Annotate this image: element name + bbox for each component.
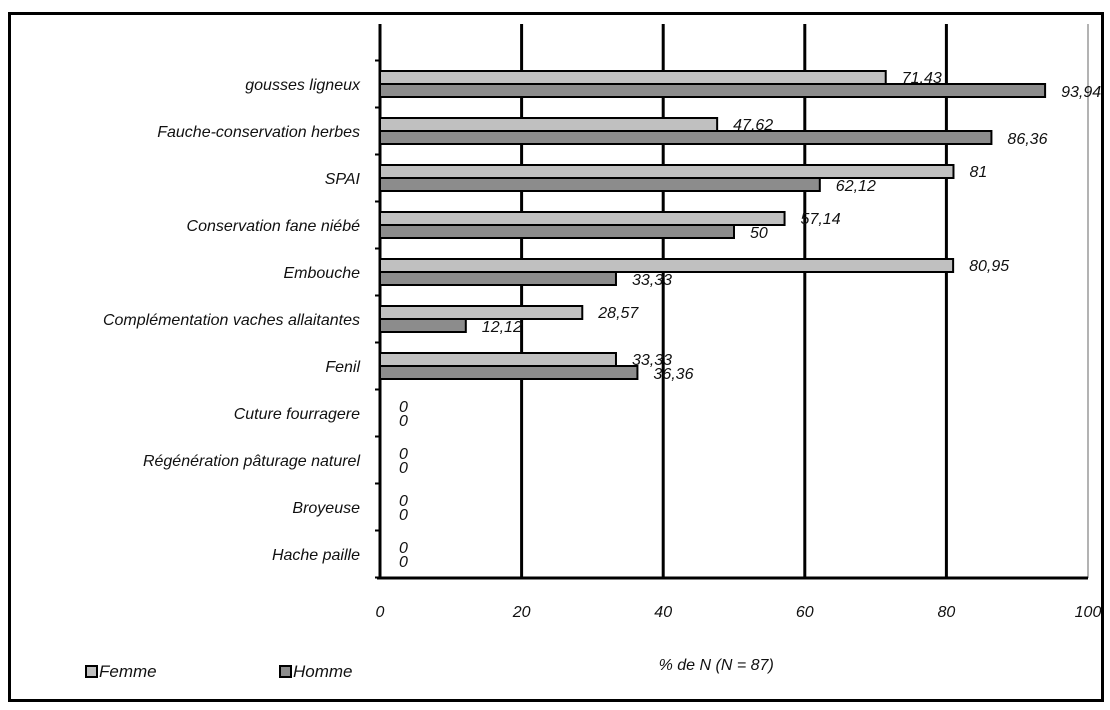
bar-femme-fauche-conservation-herbes — [379, 117, 719, 132]
category-label-complementation-vaches-allaitantes: Complémentation vaches allaitantes — [103, 312, 360, 329]
bar-femme-embouche — [379, 258, 955, 273]
category-label-regeneration-paturage-naturel: Régénération pâturage naturel — [143, 453, 360, 470]
x-tick-label: 0 — [376, 604, 385, 621]
value-label-femme-embouche: 80,95 — [969, 258, 1009, 275]
legend-label-homme: Homme — [293, 662, 353, 681]
value-label-femme-fauche-conservation-herbes: 47,62 — [733, 117, 773, 134]
category-label-cuture-fourragere: Cuture fourragere — [234, 406, 360, 423]
value-label-femme-conservation-fane-niebe: 57,14 — [801, 211, 841, 228]
category-label-spai: SPAI — [325, 171, 361, 188]
value-label-homme-complementation-vaches-allaitantes: 12,12 — [482, 319, 522, 336]
value-label-homme-hache-paille: 0 — [399, 554, 408, 571]
value-label-homme-gousses-ligneux: 93,94 — [1061, 84, 1101, 101]
value-label-femme-fenil: 33,33 — [632, 352, 672, 369]
value-label-homme-spai: 62,12 — [836, 178, 876, 195]
x-tick-label: 60 — [796, 604, 814, 621]
category-label-embouche: Embouche — [284, 265, 361, 282]
value-label-homme-broyeuse: 0 — [399, 507, 408, 524]
value-label-homme-fauche-conservation-herbes: 86,36 — [1007, 131, 1047, 148]
bar-femme-conservation-fane-niebe — [379, 211, 786, 226]
x-tick-label: 40 — [654, 604, 672, 621]
legend-label-femme: Femme — [99, 662, 157, 681]
category-label-gousses-ligneux: gousses ligneux — [245, 77, 361, 94]
x-axis-title: % de N (N = 87) — [659, 657, 774, 674]
legend-swatch-femme — [85, 665, 98, 678]
value-label-femme-gousses-ligneux: 71,43 — [902, 70, 942, 87]
bar-homme-spai — [379, 177, 821, 192]
value-label-homme-embouche: 33,33 — [632, 272, 672, 289]
value-label-femme-regeneration-paturage-naturel: 0 — [399, 446, 408, 463]
value-label-homme-cuture-fourragere: 0 — [399, 413, 408, 430]
bar-homme-complementation-vaches-allaitantes — [379, 318, 467, 333]
value-label-homme-fenil: 36,36 — [653, 366, 693, 383]
bar-femme-spai — [379, 164, 955, 179]
value-label-femme-cuture-fourragere: 0 — [399, 399, 408, 416]
bar-homme-gousses-ligneux — [379, 83, 1047, 98]
category-label-fenil: Fenil — [325, 359, 360, 376]
x-tick-label: 80 — [938, 604, 956, 621]
bar-femme-fenil — [379, 352, 617, 367]
bar-homme-embouche — [379, 271, 617, 286]
bar-homme-fenil — [379, 365, 639, 380]
category-label-hache-paille: Hache paille — [272, 547, 360, 564]
category-label-conservation-fane-niebe: Conservation fane niébé — [187, 218, 361, 235]
value-label-homme-regeneration-paturage-naturel: 0 — [399, 460, 408, 477]
bar-homme-conservation-fane-niebe — [379, 224, 735, 239]
category-label-broyeuse: Broyeuse — [292, 500, 360, 517]
value-label-femme-broyeuse: 0 — [399, 493, 408, 510]
bar-femme-gousses-ligneux — [379, 70, 887, 85]
value-label-homme-conservation-fane-niebe: 50 — [750, 225, 768, 242]
legend-swatch-homme — [279, 665, 292, 678]
x-tick-label: 20 — [512, 604, 531, 621]
x-tick-label: 100 — [1075, 604, 1102, 621]
value-label-femme-complementation-vaches-allaitantes: 28,57 — [597, 305, 639, 322]
value-label-femme-hache-paille: 0 — [399, 540, 408, 557]
category-label-fauche-conservation-herbes: Fauche-conservation herbes — [157, 124, 360, 141]
bar-femme-complementation-vaches-allaitantes — [379, 305, 584, 320]
value-label-femme-spai: 81 — [969, 164, 987, 181]
bar-homme-fauche-conservation-herbes — [379, 130, 993, 145]
